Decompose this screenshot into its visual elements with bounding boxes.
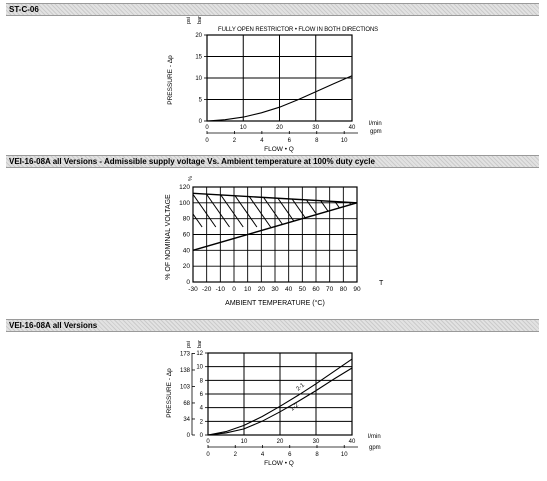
x2-tick-label: 2 bbox=[233, 138, 237, 144]
section-header-st-c-06: ST-C-06 bbox=[6, 3, 539, 16]
x2-tick-label: 4 bbox=[261, 452, 265, 458]
x-unit: l/min bbox=[368, 434, 381, 440]
x-tick-label: 50 bbox=[299, 286, 307, 293]
x-tick-label: -10 bbox=[216, 286, 226, 293]
y-tick-label: 10 bbox=[195, 76, 202, 82]
x-tick-label: 70 bbox=[326, 286, 334, 293]
chart-annotation: FULLY OPEN RESTRICTOR • FLOW IN BOTH DIR… bbox=[218, 27, 378, 33]
section-title: ST-C-06 bbox=[9, 5, 39, 14]
x2-tick-label: 8 bbox=[315, 452, 319, 458]
y-tick-label: 6 bbox=[200, 392, 204, 398]
x-tick-label: 10 bbox=[244, 286, 252, 293]
x-tick-label: 0 bbox=[232, 286, 236, 293]
hatch-line bbox=[193, 193, 217, 228]
y2-tick-label: 138 bbox=[180, 368, 191, 374]
x-axis-label: AMBIENT TEMPERATURE (°C) bbox=[225, 299, 325, 307]
y2-tick-label: 68 bbox=[183, 401, 190, 407]
y2-tick-label: 0 bbox=[187, 433, 191, 439]
x2-tick-label: 10 bbox=[341, 452, 348, 458]
y-unit: % bbox=[188, 176, 194, 181]
x2-tick-label: 0 bbox=[205, 138, 209, 144]
y-tick-label: 120 bbox=[179, 184, 190, 191]
x2-unit: gpm bbox=[369, 445, 381, 451]
y-tick-label: 12 bbox=[196, 351, 203, 357]
y2-unit: psi bbox=[186, 341, 192, 348]
plot-frame bbox=[192, 186, 358, 283]
x-tick-label: 40 bbox=[285, 286, 293, 293]
y-axis-label: PRESSURE - Δp bbox=[166, 368, 173, 418]
x-tick-label: 20 bbox=[276, 125, 283, 131]
x-unit: l/min bbox=[369, 121, 382, 127]
y-tick-label: 60 bbox=[183, 232, 191, 239]
series-label: 1-2 bbox=[289, 402, 300, 413]
x-tick-label: -30 bbox=[188, 286, 198, 293]
section-header-voltage-vs-temperature: VEI-16-08A all Versions - Admissible sup… bbox=[6, 155, 539, 168]
x2-tick-label: 10 bbox=[341, 138, 348, 144]
x2-unit: gpm bbox=[370, 129, 382, 135]
y-axis-label: PRESSURE - Δp bbox=[167, 55, 174, 105]
x-tick-label: 20 bbox=[277, 439, 284, 445]
section-title: VEI-16-08A all Versions - Admissible sup… bbox=[9, 157, 375, 166]
x-tick-label: 60 bbox=[312, 286, 320, 293]
series-label: 2-1 bbox=[295, 382, 306, 393]
y-tick-label: 40 bbox=[183, 247, 191, 254]
y-tick-label: 2 bbox=[200, 419, 204, 425]
y-tick-label: 5 bbox=[199, 98, 203, 104]
x-tick-label: 80 bbox=[340, 286, 348, 293]
x2-tick-label: 2 bbox=[234, 452, 238, 458]
x-tick-label: 30 bbox=[312, 125, 319, 131]
x-axis-label: FLOW • Q bbox=[264, 460, 294, 467]
zone-boundary-line bbox=[192, 202, 358, 252]
y-tick-label: 15 bbox=[195, 55, 202, 61]
x-tick-label: 30 bbox=[313, 439, 320, 445]
y-tick-label: 0 bbox=[200, 433, 204, 439]
x-unit: T bbox=[379, 280, 384, 287]
x-tick-label: 20 bbox=[258, 286, 266, 293]
y-unit: bar bbox=[197, 16, 203, 24]
y-tick-label: 10 bbox=[196, 365, 203, 371]
y2-unit: psi bbox=[186, 17, 192, 24]
x-tick-label: -20 bbox=[202, 286, 212, 293]
y2-tick-label: 173 bbox=[180, 351, 191, 357]
x2-tick-label: 0 bbox=[206, 452, 210, 458]
x-tick-label: 0 bbox=[205, 125, 209, 131]
series-line bbox=[206, 75, 353, 122]
y2-tick-label: 34 bbox=[183, 417, 190, 423]
x-tick-label: 0 bbox=[206, 439, 210, 445]
section-title: VEI-16-08A all Versions bbox=[9, 321, 98, 330]
y-tick-label: 80 bbox=[183, 216, 191, 223]
x-tick-label: 90 bbox=[353, 286, 361, 293]
zone-boundary-line bbox=[192, 192, 358, 204]
x2-tick-label: 8 bbox=[315, 138, 319, 144]
x-tick-label: 10 bbox=[240, 125, 247, 131]
hatch-line bbox=[193, 193, 203, 228]
y-unit: bar bbox=[197, 340, 203, 348]
x-tick-label: 10 bbox=[241, 439, 248, 445]
series-line-1-2 bbox=[207, 367, 353, 436]
x-axis-label: FLOW • Q bbox=[264, 146, 294, 153]
x2-tick-label: 6 bbox=[288, 138, 292, 144]
section-header-vei-16-08a: VEI-16-08A all Versions bbox=[6, 319, 539, 332]
x2-tick-label: 4 bbox=[260, 138, 264, 144]
y-tick-label: 8 bbox=[200, 378, 204, 384]
y-tick-label: 20 bbox=[195, 33, 202, 39]
y-tick-label: 20 bbox=[183, 263, 191, 270]
x2-tick-label: 6 bbox=[288, 452, 292, 458]
y-axis-label: % OF NOMINAL VOLTAGE bbox=[165, 194, 172, 280]
y2-tick-label: 103 bbox=[180, 384, 191, 390]
x-tick-label: 40 bbox=[349, 125, 356, 131]
y-tick-label: 4 bbox=[200, 406, 204, 412]
series-line-2-1 bbox=[207, 358, 353, 436]
y-tick-label: 0 bbox=[199, 119, 203, 125]
x-tick-label: 40 bbox=[349, 439, 356, 445]
x-tick-label: 30 bbox=[271, 286, 279, 293]
y-tick-label: 100 bbox=[179, 200, 190, 207]
y-tick-label: 0 bbox=[186, 279, 190, 286]
